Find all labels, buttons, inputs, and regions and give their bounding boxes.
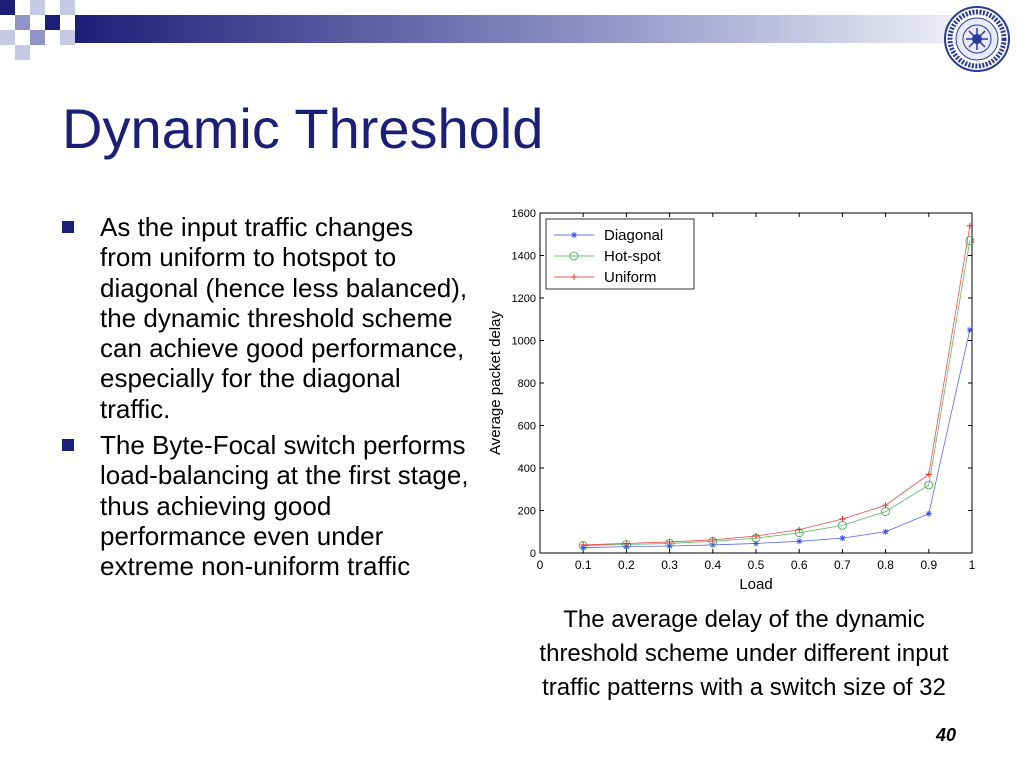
data-point-diagonal [623,543,630,550]
caption-line: traffic patterns with a switch size of 3… [542,674,946,701]
slide-title: Dynamic Threshold [62,97,544,160]
data-point-diagonal [882,528,889,535]
header-square [30,0,45,15]
data-point-uniform [623,540,630,547]
header-square [15,15,30,30]
y-tick-label: 800 [518,378,536,390]
header-band [0,0,1024,60]
x-tick-label: 0.7 [834,558,851,572]
data-point-uniform [580,541,587,548]
x-tick-label: 0.4 [704,558,721,572]
header-square [30,30,45,45]
x-tick-label: 0 [537,558,544,572]
data-point-uniform [753,533,759,539]
data-point-diagonal [796,538,803,545]
x-tick-label: 0.1 [575,558,592,572]
series-line-uniform [583,225,971,546]
data-point-uniform [709,536,716,543]
data-point-diagonal [666,542,673,549]
square-bullet-icon [62,221,74,233]
delay-chart: 0 0.1 0.2 0.3 0.4 0.5 0.6 0.7 0.8 0.9 1 0 200 400 600 8… [487,208,976,593]
header-square [0,0,15,15]
header-square [0,30,15,45]
data-point-diagonal [839,535,846,542]
header-square [15,45,30,60]
data-point-diagonal [753,540,759,547]
data-point-uniform [796,526,803,533]
y-tick-label: 1200 [512,293,536,305]
y-tick-label: 0 [530,548,536,560]
bullet-list: As the input traffic changes from unifor… [62,212,472,588]
y-tick-label: 1000 [512,336,536,348]
x-tick-label: 0.5 [748,558,765,572]
bullet-item: The Byte-Focal switch performs load-bala… [62,430,472,581]
series-line-diagonal [583,329,971,549]
y-tick-label: 600 [518,421,536,433]
header-decoration [0,0,1024,60]
data-point-uniform [882,502,889,509]
x-tick-label: 0.9 [920,558,937,572]
legend-label: Diagonal [604,227,663,244]
data-point-diagonal [925,510,932,517]
x-axis-label: Load [739,576,772,593]
x-tick-label: 1 [969,558,976,572]
bullet-item: As the input traffic changes from unifor… [62,212,472,424]
caption-line: threshold scheme under different input [539,640,949,667]
data-point-uniform [666,538,673,545]
bullet-text: As the input traffic changes from unifor… [100,212,468,424]
x-tick-label: 0.8 [877,558,894,572]
legend-marker [569,251,579,261]
x-tick-label: 0.6 [791,558,808,572]
x-tick-label: 0.3 [661,558,678,572]
square-bullet-icon [62,439,74,452]
y-tick-label: 200 [518,506,536,518]
bullet-text: The Byte-Focal switch performs load-bala… [100,430,469,582]
legend-label: Uniform [604,269,657,286]
header-square [60,0,75,15]
data-point-uniform [839,516,846,522]
data-point-hot-spot [924,480,934,490]
data-point-diagonal [966,326,973,333]
legend-marker [571,232,577,238]
series-line-hot-spot [583,240,971,546]
y-axis-label: Average packet delay [487,311,504,455]
y-tick-label: 400 [518,463,536,475]
header-square [60,30,75,45]
chart-caption: The average delay of the dynamic thresho… [486,603,1002,705]
data-point-uniform [925,471,932,478]
legend-marker [571,274,577,280]
data-point-hot-spot [578,541,588,550]
data-point-hot-spot [965,236,975,246]
x-tick-label: 0.2 [618,558,635,572]
header-gradient-bar [75,15,1024,43]
y-tick-label: 1400 [512,251,536,263]
caption-line: The average delay of the dynamic [563,606,925,633]
university-seal-icon [944,6,1010,72]
legend-label: Hot-spot [604,248,662,265]
data-point-uniform [966,222,973,229]
page-number: 40 [936,725,957,745]
y-tick-label: 1600 [512,208,536,220]
header-square [45,15,60,30]
